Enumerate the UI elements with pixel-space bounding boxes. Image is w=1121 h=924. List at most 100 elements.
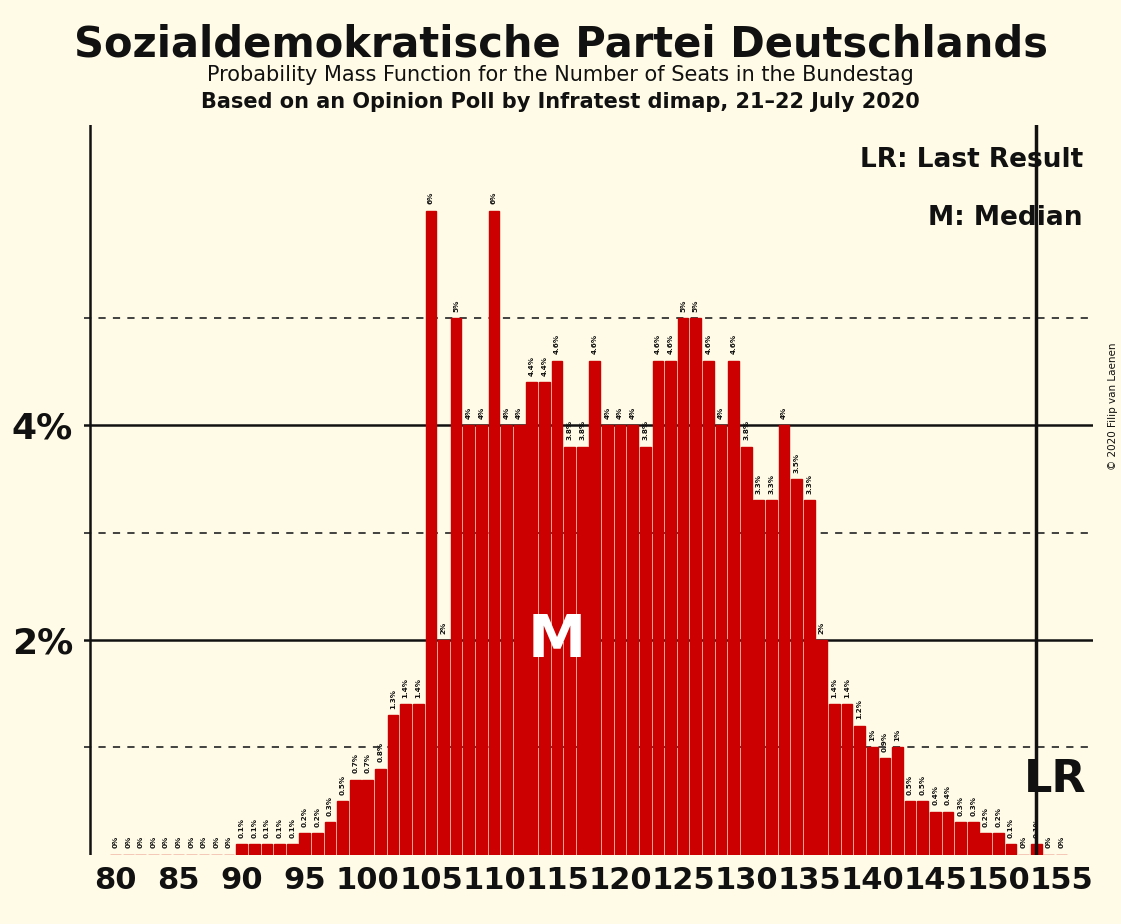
- Text: 0.3%: 0.3%: [970, 796, 976, 816]
- Bar: [451, 318, 462, 855]
- Bar: [614, 425, 626, 855]
- Text: 3.3%: 3.3%: [768, 474, 775, 494]
- Text: 0%: 0%: [150, 836, 157, 848]
- Bar: [1031, 844, 1041, 855]
- Text: 3.8%: 3.8%: [642, 420, 648, 441]
- Bar: [413, 704, 424, 855]
- Bar: [741, 447, 751, 855]
- Text: 4%: 4%: [465, 407, 472, 419]
- Text: 2%: 2%: [818, 621, 825, 634]
- Text: 1.4%: 1.4%: [832, 678, 837, 698]
- Text: 0%: 0%: [213, 836, 220, 848]
- Text: 0.1%: 0.1%: [289, 818, 295, 837]
- Bar: [791, 479, 802, 855]
- Text: 0%: 0%: [1058, 836, 1065, 848]
- Text: 4%: 4%: [479, 407, 484, 419]
- Bar: [678, 318, 688, 855]
- Bar: [552, 361, 563, 855]
- Text: 4.6%: 4.6%: [655, 334, 661, 355]
- Text: 0.8%: 0.8%: [378, 742, 383, 762]
- Bar: [665, 361, 676, 855]
- Text: Sozialdemokratische Partei Deutschlands: Sozialdemokratische Partei Deutschlands: [74, 23, 1047, 65]
- Text: 3.8%: 3.8%: [580, 420, 585, 441]
- Text: 0%: 0%: [1020, 836, 1027, 848]
- Bar: [854, 726, 865, 855]
- Text: 0.2%: 0.2%: [983, 807, 989, 827]
- Bar: [299, 833, 311, 855]
- Text: 0%: 0%: [126, 836, 131, 848]
- Bar: [691, 318, 701, 855]
- Bar: [362, 780, 373, 855]
- Bar: [652, 361, 664, 855]
- Bar: [640, 447, 650, 855]
- Text: 0.9%: 0.9%: [882, 732, 888, 751]
- Text: 1%: 1%: [869, 729, 876, 741]
- Bar: [729, 361, 739, 855]
- Bar: [830, 704, 840, 855]
- Text: 4.6%: 4.6%: [667, 334, 674, 355]
- Bar: [880, 758, 890, 855]
- Bar: [312, 833, 323, 855]
- Bar: [943, 812, 953, 855]
- Bar: [577, 447, 587, 855]
- Text: 4%: 4%: [503, 407, 510, 419]
- Bar: [967, 822, 979, 855]
- Text: 0%: 0%: [112, 836, 119, 848]
- Bar: [602, 425, 613, 855]
- Bar: [275, 844, 285, 855]
- Text: 4.6%: 4.6%: [554, 334, 560, 355]
- Text: 6%: 6%: [428, 192, 434, 204]
- Bar: [376, 769, 386, 855]
- Bar: [337, 801, 348, 855]
- Text: 0%: 0%: [176, 836, 182, 848]
- Bar: [842, 704, 852, 855]
- Text: 1.3%: 1.3%: [390, 688, 396, 709]
- Bar: [766, 501, 777, 855]
- Text: 1%: 1%: [895, 729, 900, 741]
- Text: 3.5%: 3.5%: [794, 453, 799, 472]
- Bar: [955, 822, 966, 855]
- Text: 4.4%: 4.4%: [541, 356, 547, 376]
- Text: 4.6%: 4.6%: [731, 334, 736, 355]
- Text: 5%: 5%: [453, 299, 460, 311]
- Text: 4%: 4%: [617, 407, 623, 419]
- Text: 0.1%: 0.1%: [1008, 818, 1015, 837]
- Text: 0%: 0%: [188, 836, 194, 848]
- Bar: [804, 501, 815, 855]
- Bar: [539, 383, 549, 855]
- Bar: [905, 801, 916, 855]
- Text: 0.2%: 0.2%: [995, 807, 1001, 827]
- Text: 0.3%: 0.3%: [327, 796, 333, 816]
- Bar: [249, 844, 260, 855]
- Text: 3.3%: 3.3%: [806, 474, 813, 494]
- Bar: [426, 211, 436, 855]
- Text: 4.6%: 4.6%: [705, 334, 712, 355]
- Text: M: M: [528, 612, 586, 668]
- Bar: [527, 383, 537, 855]
- Text: 4.6%: 4.6%: [592, 334, 597, 355]
- Text: 0.1%: 0.1%: [251, 818, 258, 837]
- Bar: [388, 715, 398, 855]
- Text: 4%: 4%: [781, 407, 787, 419]
- Text: 0.4%: 0.4%: [933, 785, 938, 806]
- Bar: [400, 704, 411, 855]
- Text: 4%: 4%: [630, 407, 636, 419]
- Text: 0.1%: 0.1%: [263, 818, 270, 837]
- Bar: [438, 640, 448, 855]
- Text: © 2020 Filip van Laenen: © 2020 Filip van Laenen: [1108, 343, 1118, 470]
- Text: 1.4%: 1.4%: [415, 678, 421, 698]
- Text: Based on an Opinion Poll by Infratest dimap, 21–22 July 2020: Based on an Opinion Poll by Infratest di…: [201, 92, 920, 113]
- Text: 0.2%: 0.2%: [314, 807, 321, 827]
- Text: 3.3%: 3.3%: [756, 474, 762, 494]
- Text: 1.4%: 1.4%: [844, 678, 850, 698]
- Bar: [564, 447, 575, 855]
- Text: 0.7%: 0.7%: [352, 753, 359, 773]
- Text: 6%: 6%: [491, 192, 497, 204]
- Text: 0%: 0%: [163, 836, 169, 848]
- Bar: [993, 833, 1003, 855]
- Text: 0.5%: 0.5%: [919, 774, 926, 795]
- Text: LR: LR: [1025, 758, 1086, 801]
- Text: M: Median: M: Median: [928, 205, 1083, 231]
- Text: 0.1%: 0.1%: [239, 818, 244, 837]
- Bar: [715, 425, 726, 855]
